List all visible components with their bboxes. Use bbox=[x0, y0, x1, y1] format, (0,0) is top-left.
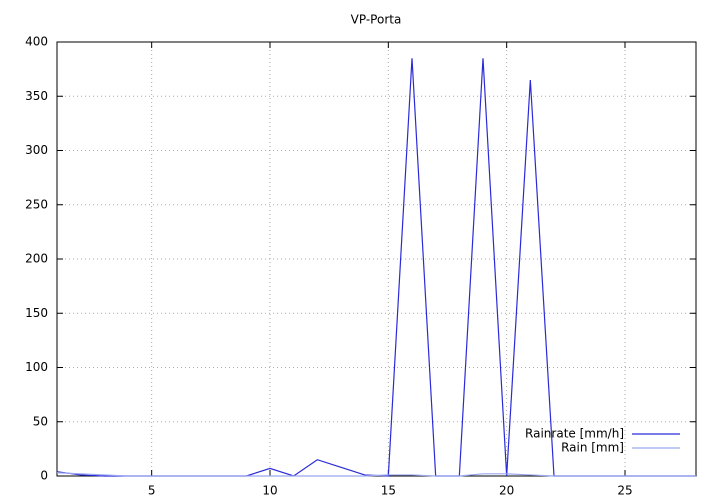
y-tick-label: 250 bbox=[25, 197, 48, 211]
y-tick-label: 200 bbox=[25, 252, 48, 266]
y-tick-label: 150 bbox=[25, 306, 48, 320]
chart-title: VP-Porta bbox=[351, 13, 402, 27]
x-tick-label: 5 bbox=[148, 484, 156, 498]
x-tick-label: 10 bbox=[262, 484, 277, 498]
x-tick-label: 15 bbox=[381, 484, 396, 498]
legend-label: Rainrate [mm/h] bbox=[525, 427, 624, 441]
x-tick-label: 20 bbox=[499, 484, 514, 498]
y-tick-label: 400 bbox=[25, 35, 48, 49]
y-tick-label: 350 bbox=[25, 89, 48, 103]
y-tick-label: 100 bbox=[25, 360, 48, 374]
y-tick-label: 50 bbox=[33, 414, 48, 428]
x-tick-label: 25 bbox=[617, 484, 632, 498]
series-line bbox=[56, 472, 696, 477]
y-tick-label: 300 bbox=[25, 143, 48, 157]
legend-label: Rain [mm] bbox=[561, 441, 624, 455]
y-tick-label: 0 bbox=[40, 469, 48, 483]
